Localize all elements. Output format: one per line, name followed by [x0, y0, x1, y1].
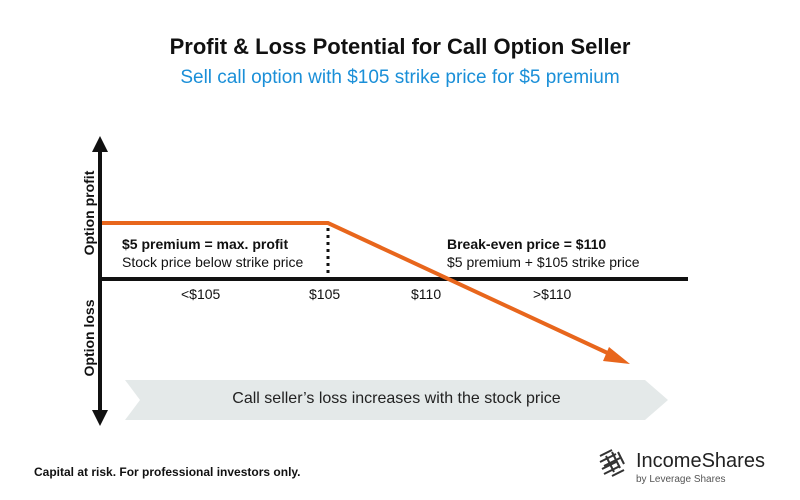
y-axis-arrow-down — [92, 410, 108, 426]
x-tick: $110 — [411, 286, 442, 302]
banner-text: Call seller’s loss increases with the st… — [232, 390, 561, 407]
max-profit-note: Stock price below strike price — [122, 254, 304, 270]
x-tick: >$110 — [533, 286, 572, 302]
chart-subtitle: Sell call option with $105 strike price … — [180, 67, 620, 88]
x-tick: $105 — [309, 286, 341, 302]
logo-name: IncomeShares — [636, 450, 765, 472]
payoff-line — [102, 221, 615, 358]
y-axis-label-loss: Option loss — [81, 299, 97, 377]
x-tick: <$105 — [181, 286, 221, 302]
y-axis-arrow-up — [92, 136, 108, 152]
banner-arrow — [125, 380, 668, 420]
logo-subtitle: by Leverage Shares — [636, 474, 726, 485]
breakeven-label: Break-even price = $110 — [447, 236, 607, 252]
y-axis-label-profit: Option profit — [81, 170, 97, 256]
breakeven-note: $5 premium + $105 strike price — [447, 254, 640, 270]
payoff-arrow-head — [603, 347, 630, 364]
chart-title: Profit & Loss Potential for Call Option … — [169, 34, 631, 59]
max-profit-label: $5 premium = max. profit — [122, 236, 289, 252]
disclaimer: Capital at risk. For professional invest… — [34, 465, 301, 479]
